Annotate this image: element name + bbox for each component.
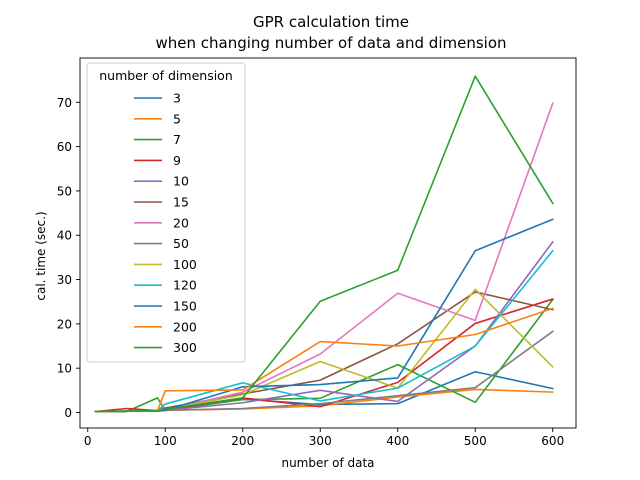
x-tick-label: 200 [231, 434, 254, 448]
y-tick-label: 60 [57, 140, 72, 154]
legend-label-120: 120 [173, 278, 197, 293]
legend-label-3: 3 [173, 91, 181, 106]
plot-lines [94, 75, 554, 413]
x-tick-label: 0 [84, 434, 92, 448]
legend-label-7: 7 [173, 132, 181, 147]
y-axis-ticks: 0 10 20 30 40 50 60 70 [57, 96, 80, 420]
x-tick-label: 500 [464, 434, 487, 448]
plot-area-frame [79, 57, 577, 429]
legend-box [86, 62, 246, 363]
legend-label-300: 300 [173, 340, 197, 355]
legend-label-15: 15 [173, 195, 189, 210]
legend-label-100: 100 [173, 257, 197, 272]
y-tick-label: 10 [57, 362, 72, 376]
x-tick-label: 600 [541, 434, 564, 448]
y-tick-label: 40 [57, 229, 72, 243]
y-tick-label: 50 [57, 184, 72, 198]
legend-label-150: 150 [173, 299, 197, 314]
y-tick-label: 70 [57, 96, 72, 110]
legend-label-5: 5 [173, 111, 181, 126]
legend-items: 3 5 7 9 10 15 20 50 100 120 150 200 300 [134, 91, 197, 355]
y-axis-label: cal. time (sec.) [34, 211, 48, 300]
y-tick-label: 30 [57, 273, 72, 287]
x-tick-label: 100 [154, 434, 177, 448]
x-tick-label: 400 [386, 434, 409, 448]
x-tick-label: 300 [309, 434, 332, 448]
series-line-300 [94, 75, 554, 413]
y-tick-label: 0 [64, 406, 72, 420]
x-axis-ticks: 0 100 200 300 400 500 600 [84, 428, 564, 448]
legend: number of dimension 3 5 7 9 10 15 20 50 100 120 15… [86, 62, 246, 363]
chart-title: GPR calculation time [253, 13, 409, 31]
legend-label-20: 20 [173, 215, 189, 230]
x-axis-label: number of data [281, 456, 374, 470]
y-tick-label: 20 [57, 317, 72, 331]
legend-label-9: 9 [173, 153, 181, 168]
legend-title: number of dimension [99, 68, 233, 83]
legend-label-50: 50 [173, 236, 189, 251]
axes-frame [79, 57, 577, 429]
legend-label-200: 200 [173, 319, 197, 334]
legend-label-10: 10 [173, 174, 189, 189]
chart-subtitle: when changing number of data and dimensi… [156, 34, 507, 52]
